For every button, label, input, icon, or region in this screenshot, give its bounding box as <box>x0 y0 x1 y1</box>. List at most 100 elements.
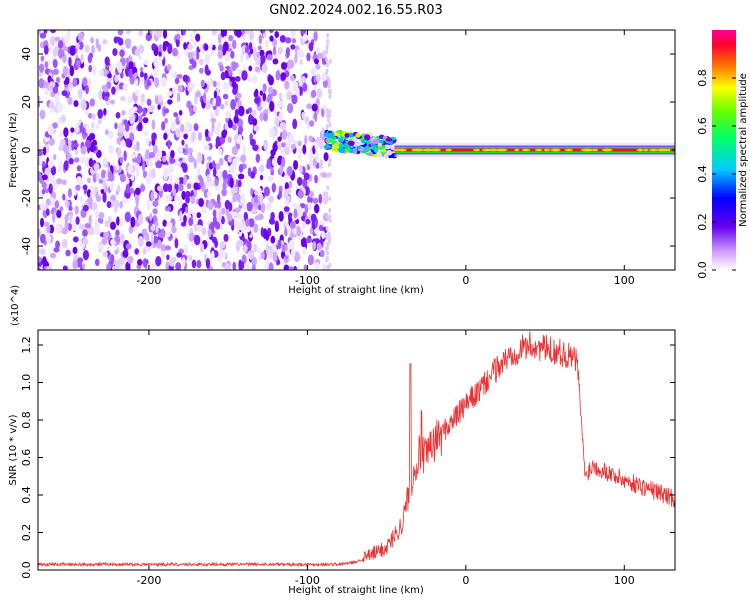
noise-cell <box>219 137 226 143</box>
noise-cell <box>178 183 184 192</box>
noise-cell <box>119 156 124 164</box>
noise-cell <box>65 249 71 257</box>
noise-cell <box>56 178 63 185</box>
noise-cell <box>196 224 203 233</box>
signal-cell <box>344 133 350 138</box>
noise-cell <box>254 189 258 196</box>
noise-cell <box>314 58 319 65</box>
noise-cell <box>206 155 212 161</box>
noise-cell <box>321 107 325 118</box>
y-tick-label: -20 <box>20 189 33 207</box>
noise-cell <box>299 164 303 175</box>
spectrogram-heatmap <box>38 30 675 270</box>
noise-cell <box>284 200 290 206</box>
noise-cell <box>248 42 253 51</box>
noise-cell <box>289 133 295 143</box>
noise-cell <box>269 35 274 42</box>
signal-cell <box>331 143 340 150</box>
noise-cell <box>174 177 180 185</box>
noise-cell <box>232 192 238 203</box>
noise-cell <box>64 214 69 224</box>
noise-cell <box>107 73 112 79</box>
noise-cell <box>237 133 243 145</box>
noise-cell <box>88 64 93 73</box>
noise-cell <box>94 226 101 235</box>
noise-cell <box>208 131 214 137</box>
noise-cell <box>133 162 140 172</box>
noise-cell <box>214 108 220 117</box>
noise-cell <box>73 142 79 148</box>
noise-cell <box>68 205 73 212</box>
noise-cell <box>52 58 58 69</box>
colorbar-tick-label: 0.0 <box>696 261 709 279</box>
noise-cell <box>302 82 308 93</box>
noise-cell <box>220 216 225 225</box>
noise-cell <box>77 257 84 264</box>
noise-cell <box>85 124 90 134</box>
noise-cell <box>217 44 223 53</box>
noise-cell <box>148 151 156 159</box>
noise-cell <box>62 144 69 153</box>
noise-cell <box>104 96 109 102</box>
noise-cell <box>48 101 55 109</box>
noise-cell <box>249 30 255 41</box>
noise-cell <box>260 99 266 108</box>
noise-cell <box>193 105 198 113</box>
noise-cell <box>151 132 157 141</box>
noise-cell <box>217 170 224 181</box>
noise-cell <box>69 65 75 77</box>
noise-cell <box>278 111 284 122</box>
noise-cell <box>54 200 60 209</box>
noise-cell <box>201 203 207 215</box>
noise-cell <box>223 35 227 42</box>
noise-cell <box>80 146 87 155</box>
noise-cell <box>193 40 198 47</box>
noise-cell <box>188 217 194 226</box>
noise-cell <box>199 177 204 188</box>
noise-cell <box>227 155 233 163</box>
noise-cell <box>221 188 227 197</box>
noise-cell <box>224 123 229 131</box>
noise-cell <box>280 72 287 81</box>
noise-cell <box>204 128 209 139</box>
noise-cell <box>316 242 322 251</box>
noise-cell <box>205 257 211 269</box>
noise-cell <box>224 51 231 62</box>
noise-cell <box>302 144 307 155</box>
noise-cell <box>326 38 330 44</box>
noise-cell <box>172 86 176 95</box>
noise-cell <box>224 199 231 210</box>
y-tick-label: 0.0 <box>20 561 33 579</box>
noise-cell <box>90 184 95 192</box>
noise-cell <box>251 109 257 117</box>
noise-cell <box>163 108 170 114</box>
noise-cell <box>318 224 324 232</box>
noise-cell <box>135 196 139 207</box>
noise-cell <box>280 62 287 70</box>
noise-cell <box>145 32 152 42</box>
noise-cell <box>297 176 303 186</box>
noise-cell <box>305 237 312 244</box>
noise-cell <box>309 226 314 235</box>
noise-cell <box>72 77 78 88</box>
noise-cell <box>198 197 204 207</box>
signal-cell <box>324 143 330 150</box>
colorbar-tick-label: 0.2 <box>696 213 709 231</box>
noise-cell <box>327 113 331 119</box>
noise-cell <box>189 82 196 89</box>
noise-cell <box>284 146 290 156</box>
noise-cell <box>242 245 248 252</box>
noise-cell <box>64 198 68 207</box>
noise-cell <box>217 33 222 44</box>
noise-cell <box>267 86 274 94</box>
signal-cell <box>382 135 388 140</box>
noise-cell <box>260 251 265 260</box>
noise-cell <box>95 208 99 220</box>
noise-cell <box>245 109 250 115</box>
noise-cell <box>54 93 60 104</box>
noise-cell <box>266 53 273 61</box>
noise-cell <box>175 37 180 48</box>
noise-cell <box>46 235 52 243</box>
noise-cell <box>140 93 145 103</box>
